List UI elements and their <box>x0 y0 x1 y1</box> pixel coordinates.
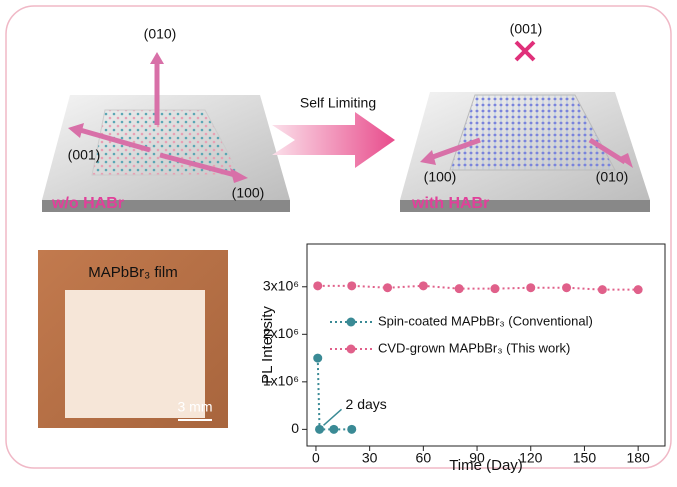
x-tick-label: 150 <box>573 450 597 466</box>
x-tick-label: 60 <box>416 450 432 466</box>
x-tick-label: 90 <box>469 450 485 466</box>
photo-title: MAPbBr₃ film <box>88 264 177 281</box>
data-point <box>419 281 428 290</box>
legend-marker <box>347 345 356 354</box>
caption: w/o HABr <box>51 195 124 212</box>
data-point <box>313 281 322 290</box>
figure: (010) (001) (100) w/o HABr Self Limiting… <box>0 0 677 482</box>
legend-label: Spin-coated MAPbBr₃ (Conventional) <box>378 313 593 328</box>
data-point <box>329 425 338 434</box>
x-tick-label: 180 <box>626 450 650 466</box>
legend-marker <box>347 318 356 327</box>
axis-label: (100) <box>424 169 457 185</box>
caption: with HABr <box>411 195 489 212</box>
y-tick-label: 0 <box>291 420 299 436</box>
axis-label: (010) <box>596 169 629 185</box>
annotation-arrow <box>324 409 342 425</box>
axis-label: (010) <box>144 26 177 42</box>
arrow-head <box>150 52 164 64</box>
x-axis-label: Time (Day) <box>449 457 523 474</box>
process-arrow <box>272 112 395 168</box>
series-line <box>318 286 638 290</box>
annotation: 2 days <box>346 396 387 412</box>
axis-label: (100) <box>232 185 265 201</box>
data-point <box>562 283 571 292</box>
x-tick-label: 30 <box>362 450 378 466</box>
data-point <box>383 283 392 292</box>
axis-label: (001) <box>510 21 543 37</box>
data-point <box>634 285 643 294</box>
data-point <box>347 425 356 434</box>
data-point <box>490 284 499 293</box>
data-point <box>347 281 356 290</box>
series-line <box>318 358 352 429</box>
process-label: Self Limiting <box>300 95 376 111</box>
cross <box>516 42 534 60</box>
x-tick-label: 120 <box>519 450 543 466</box>
data-point <box>315 425 324 434</box>
y-tick-label: 1x10⁶ <box>263 373 299 389</box>
data-point <box>526 283 535 292</box>
data-point <box>455 284 464 293</box>
y-tick-label: 3x10⁶ <box>263 277 299 293</box>
data-point <box>313 354 322 363</box>
y-tick-label: 2x10⁶ <box>263 325 299 341</box>
axis-label: (001) <box>68 147 101 163</box>
data-point <box>598 285 607 294</box>
scale-label: 3 mm <box>178 399 213 415</box>
legend-label: CVD-grown MAPbBr₃ (This work) <box>378 340 570 355</box>
x-tick-label: 0 <box>312 450 320 466</box>
